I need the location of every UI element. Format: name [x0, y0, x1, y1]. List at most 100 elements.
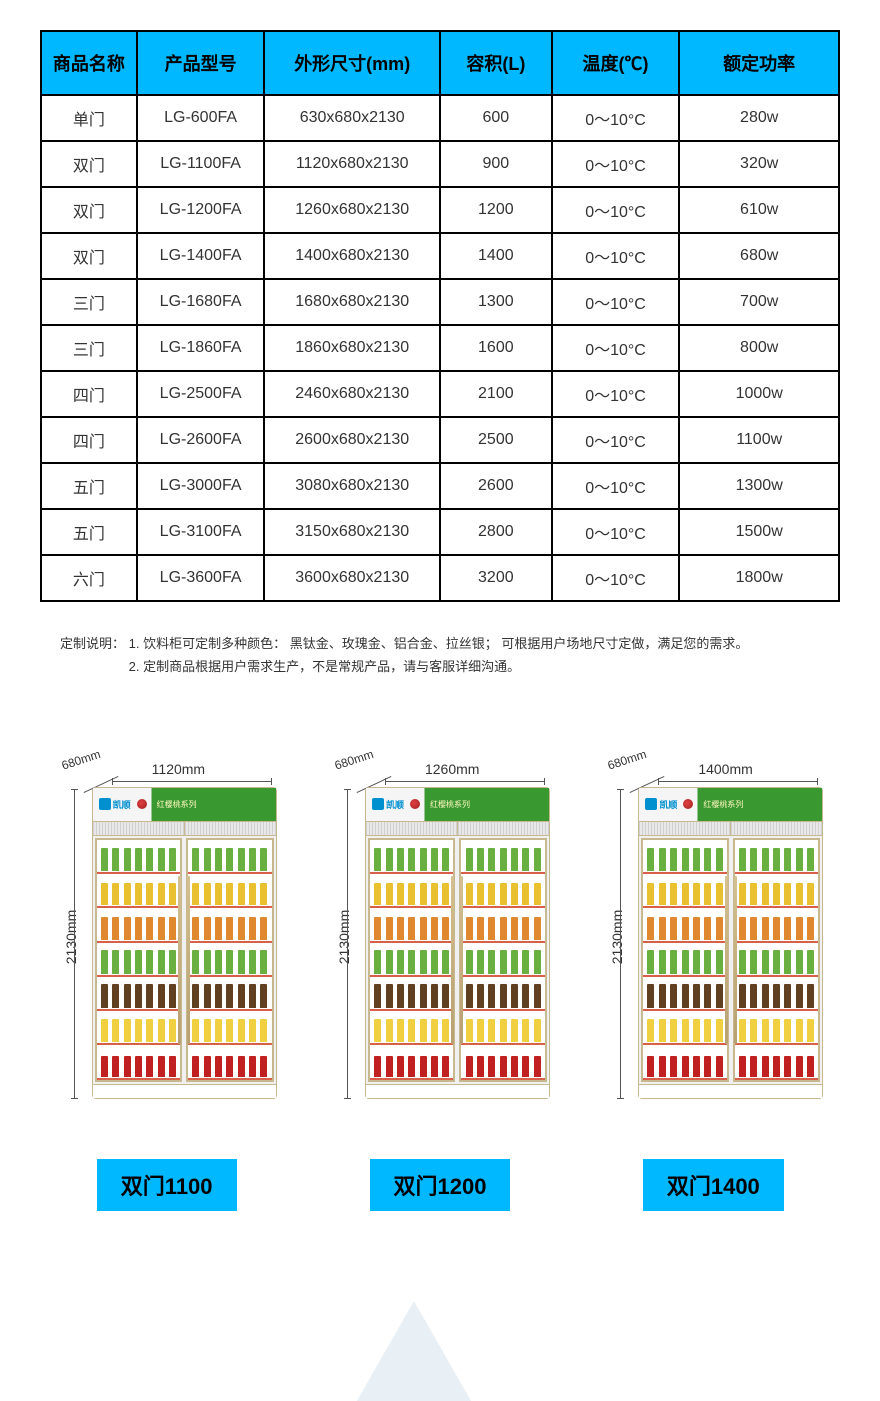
table-cell: 0～10°C: [552, 417, 680, 463]
dimension-depth: 680mm: [606, 747, 648, 773]
product-diagram: 680mm1260mm2130mm凯顺红樱桃系列: [325, 759, 555, 1139]
table-cell: 四门: [41, 371, 137, 417]
table-cell: 630x680x2130: [264, 95, 440, 141]
custom-note: 定制说明： 1. 饮料柜可定制多种颜色： 黑钛金、玫瑰金、铝合金、拉丝银； 可根…: [40, 632, 840, 679]
table-cell: 1100w: [679, 417, 839, 463]
table-cell: 1260x680x2130: [264, 187, 440, 233]
table-cell: 1300w: [679, 463, 839, 509]
dimension-width: 1120mm: [152, 761, 205, 777]
table-cell: 3150x680x2130: [264, 509, 440, 555]
table-cell: 双门: [41, 187, 137, 233]
fridge-illustration: 凯顺红樱桃系列: [92, 787, 277, 1099]
table-cell: 四门: [41, 417, 137, 463]
table-cell: 单门: [41, 95, 137, 141]
table-cell: 2600: [440, 463, 552, 509]
product-gallery: 680mm1120mm2130mm凯顺红樱桃系列双门1100680mm1260m…: [40, 759, 840, 1211]
table-cell: 0～10°C: [552, 95, 680, 141]
table-row: 四门LG-2500FA2460x680x213021000～10°C1000w: [41, 371, 839, 417]
fridge-illustration: 凯顺红樱桃系列: [638, 787, 823, 1099]
table-cell: 680w: [679, 233, 839, 279]
spec-table: 商品名称 产品型号 外形尺寸(mm) 容积(L) 温度(℃) 额定功率 单门LG…: [40, 30, 840, 602]
decorative-triangle: [0, 1301, 880, 1401]
product-item: 680mm1260mm2130mm凯顺红樱桃系列双门1200: [313, 759, 566, 1211]
table-cell: 1680x680x2130: [264, 279, 440, 325]
table-row: 四门LG-2600FA2600x680x213025000～10°C1100w: [41, 417, 839, 463]
table-cell: 700w: [679, 279, 839, 325]
table-cell: LG-1200FA: [137, 187, 265, 233]
table-cell: 0～10°C: [552, 233, 680, 279]
table-row: 六门LG-3600FA3600x680x213032000～10°C1800w: [41, 555, 839, 601]
header-temperature: 温度(℃): [552, 31, 680, 95]
product-label: 双门1200: [370, 1159, 511, 1211]
table-cell: LG-1100FA: [137, 141, 265, 187]
table-cell: 1400x680x2130: [264, 233, 440, 279]
table-row: 双门LG-1400FA1400x680x213014000～10°C680w: [41, 233, 839, 279]
table-cell: LG-3100FA: [137, 509, 265, 555]
table-cell: LG-1400FA: [137, 233, 265, 279]
table-cell: 1400: [440, 233, 552, 279]
dimension-height: 2130mm: [63, 910, 79, 964]
table-cell: 320w: [679, 141, 839, 187]
table-cell: LG-3600FA: [137, 555, 265, 601]
table-cell: 0～10°C: [552, 141, 680, 187]
table-cell: LG-1680FA: [137, 279, 265, 325]
table-cell: LG-2600FA: [137, 417, 265, 463]
table-cell: 3600x680x2130: [264, 555, 440, 601]
table-cell: 2800: [440, 509, 552, 555]
table-cell: 0～10°C: [552, 325, 680, 371]
table-row: 五门LG-3000FA3080x680x213026000～10°C1300w: [41, 463, 839, 509]
product-diagram: 680mm1400mm2130mm凯顺红樱桃系列: [598, 759, 828, 1139]
product-item: 680mm1400mm2130mm凯顺红樱桃系列双门1400: [587, 759, 840, 1211]
table-row: 三门LG-1680FA1680x680x213013000～10°C700w: [41, 279, 839, 325]
dimension-width: 1400mm: [698, 761, 752, 777]
product-label: 双门1400: [643, 1159, 784, 1211]
table-cell: 2500: [440, 417, 552, 463]
table-cell: 2460x680x2130: [264, 371, 440, 417]
table-cell: LG-3000FA: [137, 463, 265, 509]
table-cell: 0～10°C: [552, 371, 680, 417]
header-capacity: 容积(L): [440, 31, 552, 95]
table-row: 双门LG-1200FA1260x680x213012000～10°C610w: [41, 187, 839, 233]
dimension-depth: 680mm: [333, 747, 375, 773]
product-label: 双门1100: [97, 1159, 237, 1211]
table-cell: LG-1860FA: [137, 325, 265, 371]
table-cell: 610w: [679, 187, 839, 233]
header-dimensions: 外形尺寸(mm): [264, 31, 440, 95]
product-item: 680mm1120mm2130mm凯顺红樱桃系列双门1100: [40, 759, 293, 1211]
table-cell: 五门: [41, 463, 137, 509]
note-label: 定制说明：: [60, 632, 125, 655]
table-cell: 2600x680x2130: [264, 417, 440, 463]
dimension-width: 1260mm: [425, 761, 479, 777]
table-cell: 800w: [679, 325, 839, 371]
product-diagram: 680mm1120mm2130mm凯顺红樱桃系列: [52, 759, 282, 1139]
table-cell: 2100: [440, 371, 552, 417]
table-cell: 三门: [41, 279, 137, 325]
table-cell: 双门: [41, 141, 137, 187]
note-line1: 1. 饮料柜可定制多种颜色： 黑钛金、玫瑰金、铝合金、拉丝银； 可根据用户场地尺…: [129, 636, 749, 651]
table-cell: 1120x680x2130: [264, 141, 440, 187]
table-cell: 0～10°C: [552, 279, 680, 325]
table-cell: 五门: [41, 509, 137, 555]
table-cell: 1600: [440, 325, 552, 371]
table-header-row: 商品名称 产品型号 外形尺寸(mm) 容积(L) 温度(℃) 额定功率: [41, 31, 839, 95]
table-cell: 900: [440, 141, 552, 187]
dimension-height: 2130mm: [336, 910, 352, 964]
table-cell: 0～10°C: [552, 555, 680, 601]
table-cell: 280w: [679, 95, 839, 141]
header-model: 产品型号: [137, 31, 265, 95]
table-cell: 1000w: [679, 371, 839, 417]
table-cell: 0～10°C: [552, 463, 680, 509]
fridge-illustration: 凯顺红樱桃系列: [365, 787, 550, 1099]
table-cell: 3080x680x2130: [264, 463, 440, 509]
table-cell: 0～10°C: [552, 187, 680, 233]
table-cell: 600: [440, 95, 552, 141]
table-cell: 1800w: [679, 555, 839, 601]
table-cell: 六门: [41, 555, 137, 601]
table-cell: 1300: [440, 279, 552, 325]
table-row: 五门LG-3100FA3150x680x213028000～10°C1500w: [41, 509, 839, 555]
table-cell: 1500w: [679, 509, 839, 555]
table-cell: LG-2500FA: [137, 371, 265, 417]
header-name: 商品名称: [41, 31, 137, 95]
table-cell: 双门: [41, 233, 137, 279]
header-power: 额定功率: [679, 31, 839, 95]
